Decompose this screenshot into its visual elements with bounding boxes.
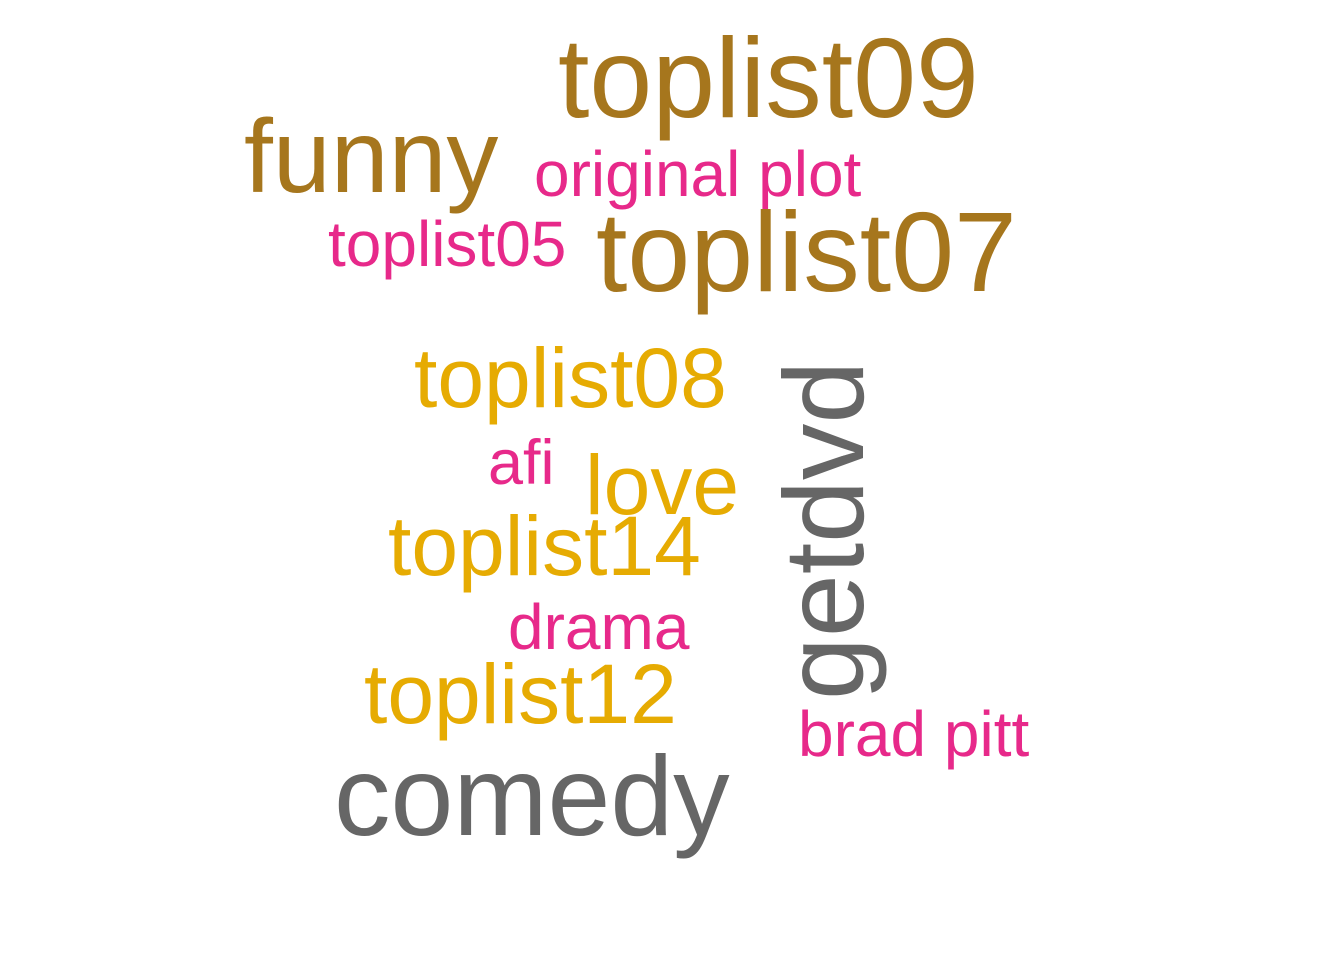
word-original-plot: original plot [534, 138, 862, 210]
word-toplist08: toplist08 [414, 331, 727, 425]
word-funny: funny [244, 99, 499, 215]
word-afi: afi [488, 428, 555, 498]
word-love: love [585, 438, 740, 532]
word-comedy: comedy [334, 733, 730, 859]
word-getdvd: getdvd [761, 360, 887, 700]
word-toplist05: toplist05 [328, 208, 567, 280]
word-toplist09: toplist09 [558, 15, 979, 141]
word-toplist14: toplist14 [388, 499, 701, 593]
word-drama: drama [508, 591, 690, 663]
word-brad-pitt: brad pitt [798, 698, 1030, 770]
word-toplist12: toplist12 [364, 647, 677, 741]
word-toplist07: toplist07 [596, 189, 1017, 315]
